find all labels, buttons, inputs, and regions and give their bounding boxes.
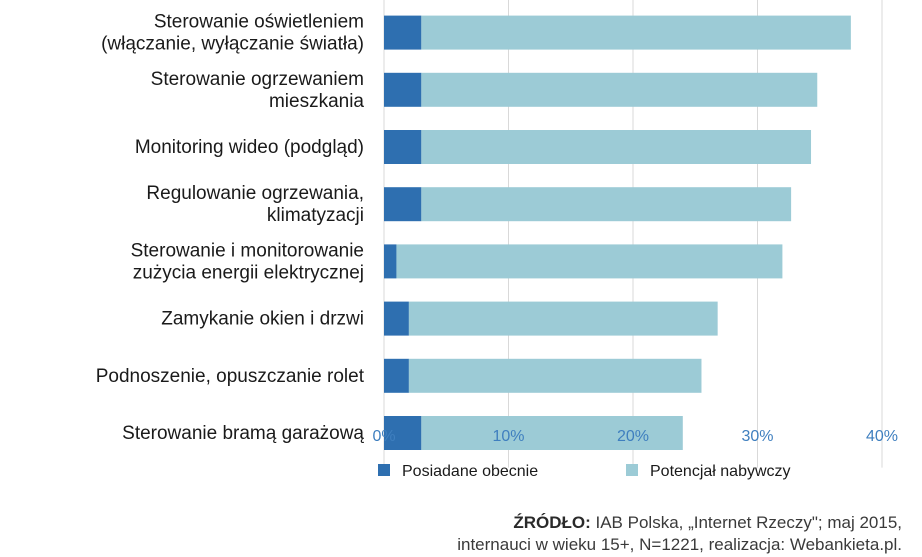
x-tick-label: 30%: [741, 428, 773, 445]
x-tick-label: 20%: [617, 428, 649, 445]
legend-swatch: [626, 464, 638, 476]
legend-label: Potencjał nabywczy: [650, 463, 791, 480]
bar-owned: [384, 358, 409, 393]
x-tick-label: 40%: [866, 428, 898, 445]
bar-potential: [408, 301, 718, 336]
category-label: Sterowanie i monitorowanie: [131, 240, 364, 261]
chart: Sterowanie oświetleniem(włączanie, wyłąc…: [96, 0, 898, 480]
category-label: Zamykanie okien i drzwi: [161, 309, 364, 330]
category-label: Regulowanie ogrzewania,: [146, 183, 364, 204]
bar-owned: [384, 301, 409, 336]
category-label: zużycia energii elektrycznej: [133, 262, 364, 283]
x-tick-label: 10%: [492, 428, 524, 445]
bar-owned: [384, 416, 422, 450]
category-label: Sterowanie bramą garażową: [122, 423, 364, 444]
legend-label: Posiadane obecnie: [402, 463, 538, 480]
category-label: Sterowanie ogrzewaniem: [151, 69, 364, 90]
bar-potential: [408, 358, 702, 393]
bar-potential: [421, 130, 812, 164]
category-label: Podnoszenie, opuszczanie rolet: [96, 366, 365, 387]
gridlines: [383, 0, 883, 468]
source-note: ŹRÓDŁO: IAB Polska, „Internet Rzeczy"; m…: [457, 512, 902, 556]
source-line-2: internauci w wieku 15+, N=1221, realizac…: [457, 535, 902, 554]
source-label: ŹRÓDŁO:: [513, 513, 591, 532]
x-axis-ticks: 0% 10% 20% 30% 40%: [372, 428, 898, 445]
category-label: (włączanie, wyłączanie światła): [101, 34, 364, 55]
bar-owned: [384, 15, 422, 50]
category-label: klimatyzacji: [267, 205, 364, 226]
legend-swatch: [378, 464, 390, 476]
legend: Posiadane obecnie Potencjał nabywczy: [378, 463, 791, 480]
bar-owned: [384, 187, 422, 222]
bar-owned: [384, 72, 422, 107]
source-line-1: ŹRÓDŁO: IAB Polska, „Internet Rzeczy"; m…: [457, 512, 902, 534]
bar-owned: [384, 130, 422, 164]
bars: [384, 15, 851, 450]
category-labels: Sterowanie oświetleniem(włączanie, wyłąc…: [96, 12, 365, 444]
bar-owned: [384, 244, 397, 279]
bar-potential: [421, 15, 851, 50]
x-tick-label: 0%: [372, 428, 395, 445]
category-label: Sterowanie oświetleniem: [154, 12, 364, 33]
category-label: mieszkania: [269, 91, 364, 112]
bar-potential: [421, 187, 792, 222]
bar-potential: [421, 72, 818, 107]
category-label: Monitoring wideo (podgląd): [135, 137, 364, 158]
source-text-1: IAB Polska, „Internet Rzeczy"; maj 2015,: [595, 513, 903, 532]
bar-potential: [421, 416, 683, 450]
bar-potential: [396, 244, 783, 279]
